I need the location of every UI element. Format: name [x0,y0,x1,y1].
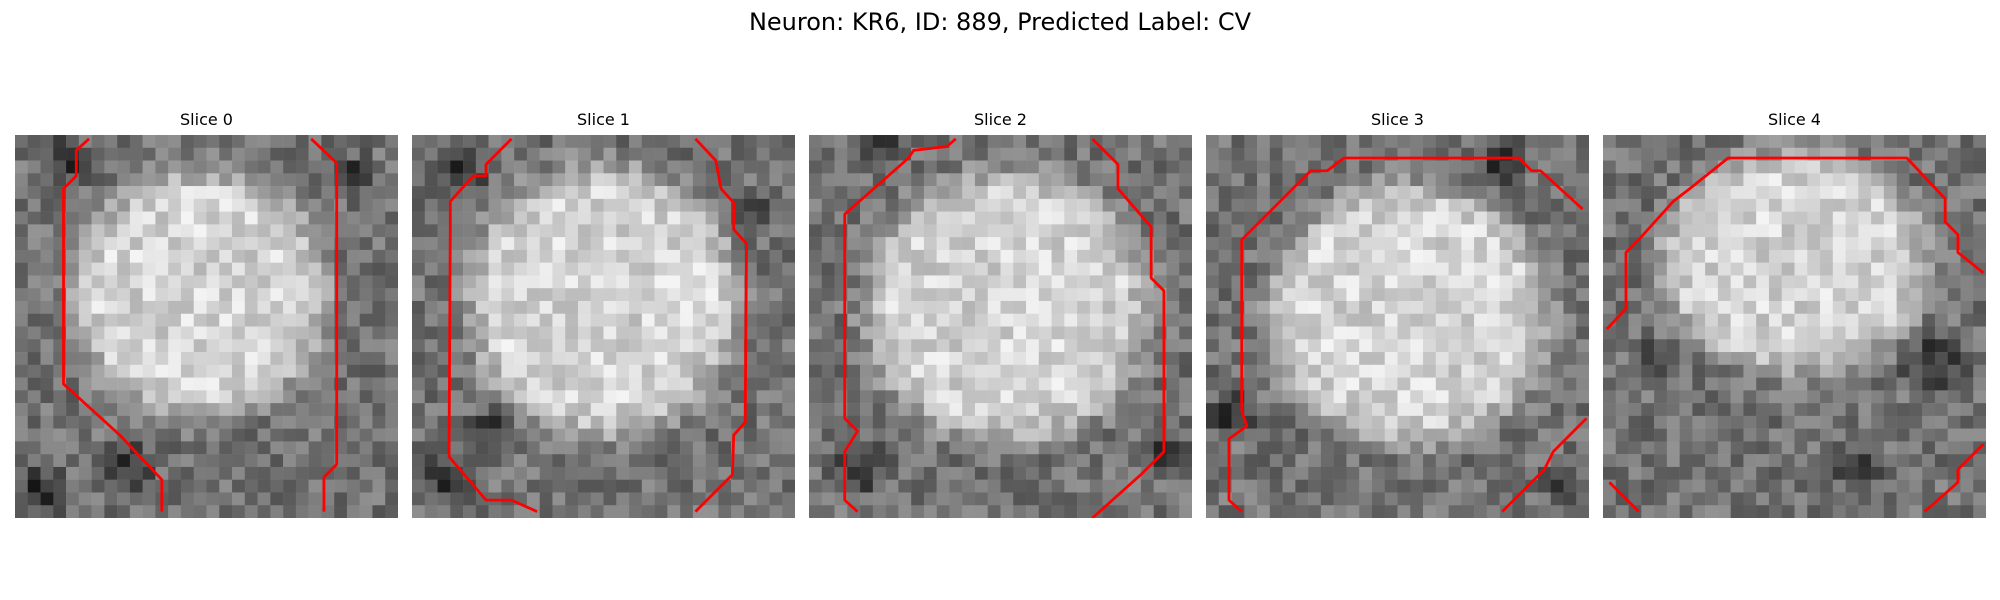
slice-image [412,135,795,518]
slice-pixels [412,135,795,518]
slice-title: Slice 1 [412,110,795,130]
slice-image [1603,135,1986,518]
slice-title: Slice 0 [15,110,398,130]
slice-image [1206,135,1589,518]
slice-panel-4: Slice 4 [1603,110,1986,518]
slice-pixels [1603,135,1986,518]
slice-image [15,135,398,518]
slice-title: Slice 3 [1206,110,1589,130]
figure-title: Neuron: KR6, ID: 889, Predicted Label: C… [0,7,2000,37]
slice-image [809,135,1192,518]
slice-title: Slice 4 [1603,110,1986,130]
slice-pixels [1206,135,1589,518]
slice-title: Slice 2 [809,110,1192,130]
slice-pixels [809,135,1192,518]
slice-pixels [15,135,398,518]
slice-panel-1: Slice 1 [412,110,795,518]
slice-panel-2: Slice 2 [809,110,1192,518]
slice-panel-0: Slice 0 [15,110,398,518]
slice-panel-3: Slice 3 [1206,110,1589,518]
